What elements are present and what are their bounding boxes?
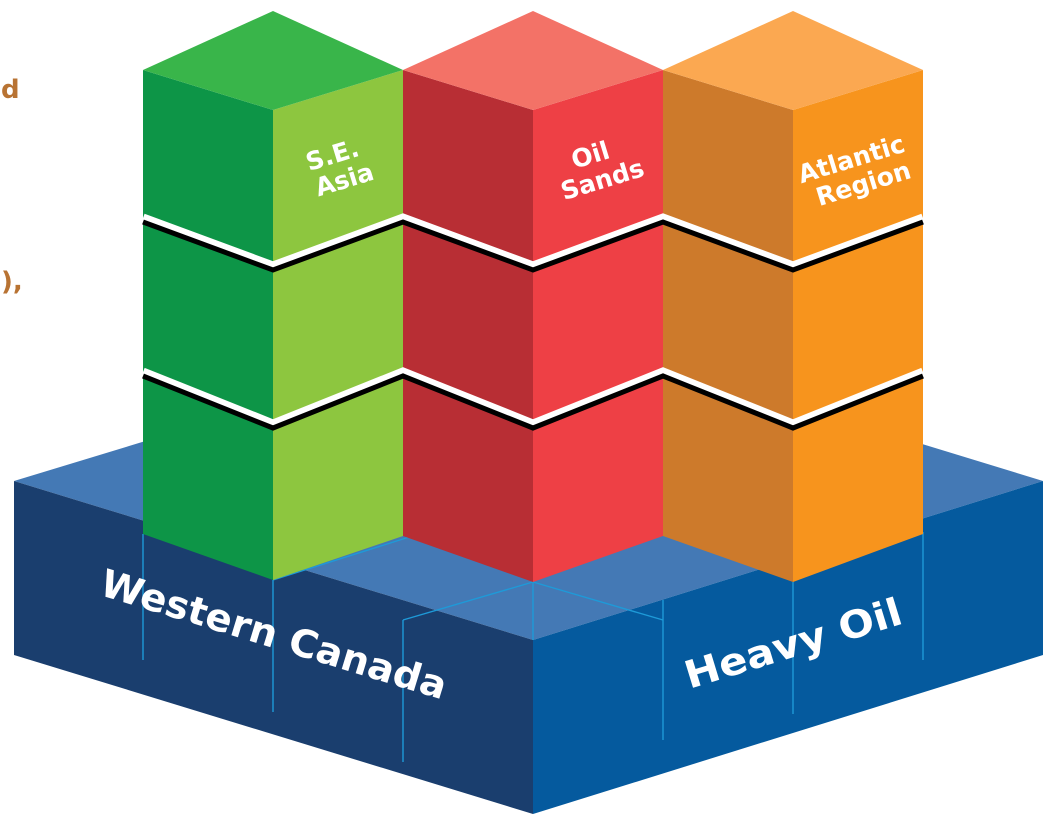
separator-upper-line — [142, 219, 924, 273]
column-oil-sands-right-face — [533, 70, 663, 582]
column-atlantic-region — [663, 11, 923, 582]
separator-lower-line — [142, 373, 924, 431]
separator-lower-gap — [141, 367, 925, 429]
column-atlantic-region-left-face — [663, 70, 793, 582]
separator-upper-gap — [141, 213, 925, 271]
column-oil-sands-top-face — [403, 11, 663, 110]
column-se-asia-top-face — [143, 11, 403, 110]
column-se-asia — [143, 11, 403, 580]
column-oil-sands-left-face — [403, 70, 533, 582]
column-se-asia-left-face — [143, 70, 273, 580]
cropped-text-1: d — [1, 75, 20, 105]
column-atlantic-region-top-face — [663, 11, 923, 110]
column-se-asia-right-face — [273, 70, 403, 580]
column-oil-sands — [403, 11, 663, 582]
column-se-asia-label: S.E. Asia — [302, 131, 378, 203]
layer-separators — [141, 213, 925, 431]
column-atlantic-region-right-face — [793, 70, 923, 582]
base-right-face — [533, 481, 1043, 814]
cropped-text-2: ), — [1, 267, 23, 297]
